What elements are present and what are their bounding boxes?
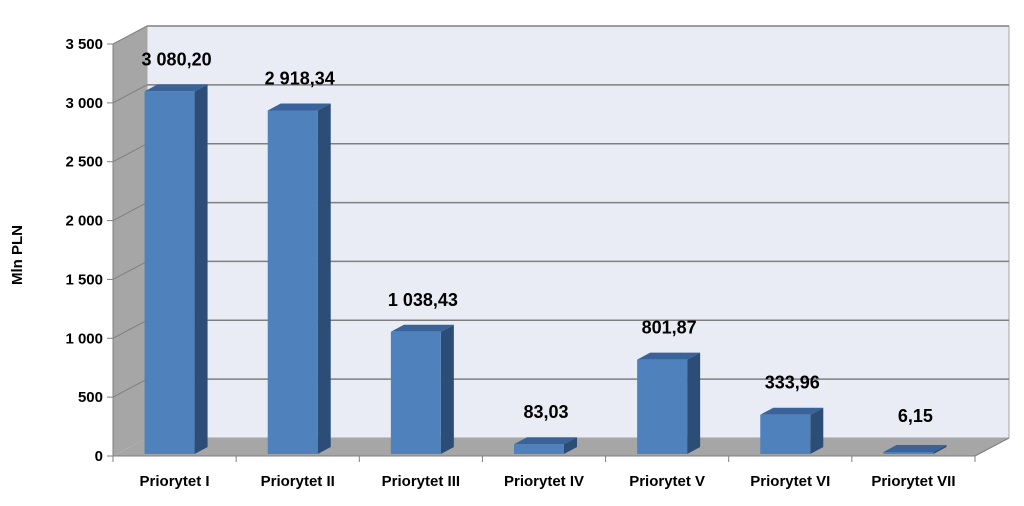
bar-front (883, 452, 934, 454)
x-tick-label: Priorytet V (629, 473, 705, 490)
x-tick-label: Priorytet III (382, 473, 460, 490)
gridline-side (112, 319, 148, 339)
bar-side (317, 103, 331, 454)
chart-walls (113, 25, 1010, 456)
gridline-side (112, 84, 148, 104)
bar-front (144, 91, 195, 455)
bar-front (267, 110, 318, 454)
x-tick-label: Priorytet VII (871, 473, 955, 490)
bar (390, 324, 454, 454)
gridline-side (112, 143, 148, 163)
y-axis-label: Mln PLN (9, 225, 26, 285)
data-label: 801,87 (642, 318, 697, 338)
bar-top (267, 103, 331, 111)
bar-side (440, 324, 454, 454)
x-tick-label: Priorytet IV (504, 473, 584, 490)
data-label: 83,03 (523, 402, 568, 422)
y-tick-label: 1 500 (65, 271, 103, 288)
bar-side (810, 407, 824, 454)
bar-side (194, 84, 208, 455)
x-tick-label: Priorytet II (261, 473, 335, 490)
x-tick-label: Priorytet I (140, 473, 210, 490)
data-label: 6,15 (898, 406, 933, 426)
side-wall (113, 26, 147, 456)
bar-front (390, 331, 441, 454)
bar (144, 84, 208, 455)
gridline-side (112, 378, 148, 398)
bar-top (760, 407, 824, 415)
bar (267, 103, 331, 454)
y-tick-label: 500 (78, 389, 103, 406)
gridline-side (112, 25, 148, 45)
data-label: 1 038,43 (388, 290, 458, 310)
bar-side (687, 352, 701, 454)
y-tick-label: 3 500 (65, 36, 103, 53)
data-label: 2 918,34 (265, 68, 335, 88)
bar-top (144, 84, 208, 92)
bar-top (883, 445, 947, 452)
bar (883, 445, 947, 454)
x-tick-label: Priorytet VI (750, 473, 830, 490)
x-axis: Priorytet I Priorytet II Priorytet III Prio… (112, 437, 1010, 490)
data-label: 3 080,20 (142, 49, 212, 69)
bar-front (760, 414, 811, 454)
bars (144, 84, 947, 455)
bar (760, 407, 824, 454)
bar-side (933, 445, 947, 454)
bar-top (637, 352, 701, 360)
y-tick-label: 0 (95, 448, 103, 465)
data-label: 333,96 (765, 373, 820, 393)
bar-front (637, 359, 688, 454)
bar (637, 352, 701, 454)
y-tick-label: 3 000 (65, 95, 103, 112)
bar-top (514, 437, 577, 445)
bar-top (390, 324, 454, 332)
x-axis-depth-line (974, 437, 1010, 457)
data-labels: 3 080,20 2 918,34 1 038,43 83,03 801,87 333,9… (142, 49, 933, 426)
gridline-side (112, 202, 148, 222)
y-tick-label: 1 000 (65, 330, 103, 347)
y-tick-label: 2 500 (65, 154, 103, 171)
bar-side (564, 437, 577, 454)
gridline-side (112, 260, 148, 280)
bar (514, 437, 577, 454)
bar-front (514, 444, 564, 454)
y-axis: 0 500 1 000 1 500 2 000 2 500 3 000 3 500 (65, 36, 114, 465)
y-tick-label: 2 000 (65, 213, 103, 230)
